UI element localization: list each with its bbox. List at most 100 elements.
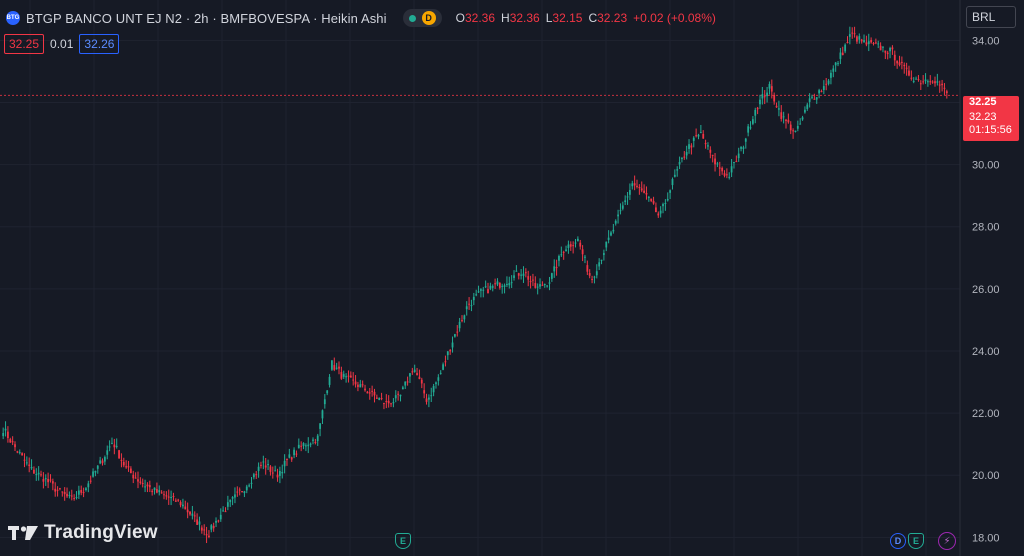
candle — [378, 397, 381, 401]
candle-body — [255, 474, 258, 476]
candle — [846, 36, 849, 44]
candle — [465, 301, 468, 316]
candle-body — [16, 451, 19, 453]
candle-body — [297, 444, 300, 449]
candle-body — [14, 444, 16, 448]
candle — [127, 460, 130, 472]
candle-body — [548, 282, 551, 284]
candle — [392, 398, 395, 408]
candle-body — [446, 351, 449, 356]
candle — [63, 487, 66, 501]
candle-body — [371, 390, 374, 392]
candle — [711, 154, 714, 163]
candle — [848, 26, 851, 45]
candle — [912, 77, 915, 84]
candle-body — [520, 274, 523, 276]
close-label: C — [588, 11, 598, 25]
candle — [794, 130, 797, 133]
candle — [397, 391, 400, 401]
candle-body — [529, 281, 532, 283]
candle — [167, 489, 170, 505]
candle — [236, 486, 239, 497]
candle-body — [66, 493, 68, 497]
candle — [444, 355, 447, 367]
dividend-event-icon[interactable]: D — [890, 533, 906, 549]
candle — [527, 270, 530, 287]
candle-body — [756, 107, 759, 110]
candle-body — [877, 43, 880, 45]
ask-price-button[interactable]: 32.26 — [79, 34, 120, 54]
candle-body — [342, 374, 345, 377]
candle-body — [515, 270, 518, 272]
candle — [884, 50, 887, 60]
candle — [371, 385, 374, 397]
candle-body — [707, 145, 709, 147]
candle — [773, 92, 776, 105]
candle-body — [333, 365, 336, 370]
candle-body — [704, 143, 707, 145]
market-status[interactable]: D — [402, 9, 442, 27]
candle-body — [430, 395, 433, 397]
candle — [7, 426, 9, 443]
candle — [560, 246, 563, 258]
candle-body — [662, 204, 664, 207]
candle — [338, 361, 340, 375]
candle-body — [151, 490, 154, 493]
candle-body — [494, 283, 497, 285]
candle-body — [744, 138, 747, 142]
candle-body — [352, 379, 355, 381]
candle-body — [678, 161, 681, 165]
candle — [196, 513, 199, 525]
candle — [364, 384, 366, 392]
candle-body — [385, 401, 388, 403]
candle-body — [302, 443, 305, 447]
candle — [380, 392, 383, 401]
candle — [673, 169, 676, 178]
candle — [463, 314, 466, 323]
candle — [111, 437, 113, 445]
candle-body — [735, 161, 738, 163]
symbol-logo-icon[interactable]: BTG — [6, 11, 20, 25]
candle — [9, 437, 12, 443]
earnings-event-icon[interactable]: E — [395, 533, 411, 549]
candle-body — [144, 486, 146, 488]
candle-body — [411, 371, 414, 373]
candle-body — [763, 96, 766, 98]
bid-price-button[interactable]: 32.25 — [4, 34, 45, 54]
candle-body — [536, 286, 539, 288]
candle-body — [269, 466, 272, 472]
candle-body — [309, 443, 312, 445]
candle-body — [432, 386, 435, 393]
candle — [286, 458, 288, 466]
candle — [482, 286, 485, 298]
candle-body — [295, 453, 298, 455]
symbol-title[interactable]: BTGP BANCO UNT EJ N2 · 2h · BMFBOVESPA ·… — [26, 10, 387, 26]
candle — [101, 458, 104, 466]
candle — [931, 80, 934, 84]
candle — [792, 128, 794, 139]
candle-body — [23, 459, 26, 461]
candle — [695, 128, 698, 138]
earnings-event-icon-2[interactable]: E — [908, 533, 924, 549]
currency-selector[interactable]: BRL — [966, 6, 1016, 28]
candle — [820, 89, 823, 93]
tradingview-logo[interactable]: TradingView — [8, 522, 158, 544]
candle — [406, 376, 409, 386]
lightning-icon[interactable]: ⚡ — [938, 532, 956, 550]
candle-body — [170, 497, 172, 499]
candle-body — [196, 519, 199, 525]
candle — [517, 272, 520, 280]
candle — [321, 409, 324, 424]
candle — [300, 441, 303, 452]
candle — [394, 390, 397, 403]
candle-body — [331, 360, 333, 370]
candle — [352, 372, 355, 386]
candle — [619, 203, 622, 215]
candle — [134, 472, 137, 479]
candle-body — [177, 499, 180, 501]
candle — [404, 381, 407, 389]
candle — [295, 450, 298, 458]
candle — [593, 275, 596, 284]
candle-body — [498, 282, 501, 288]
